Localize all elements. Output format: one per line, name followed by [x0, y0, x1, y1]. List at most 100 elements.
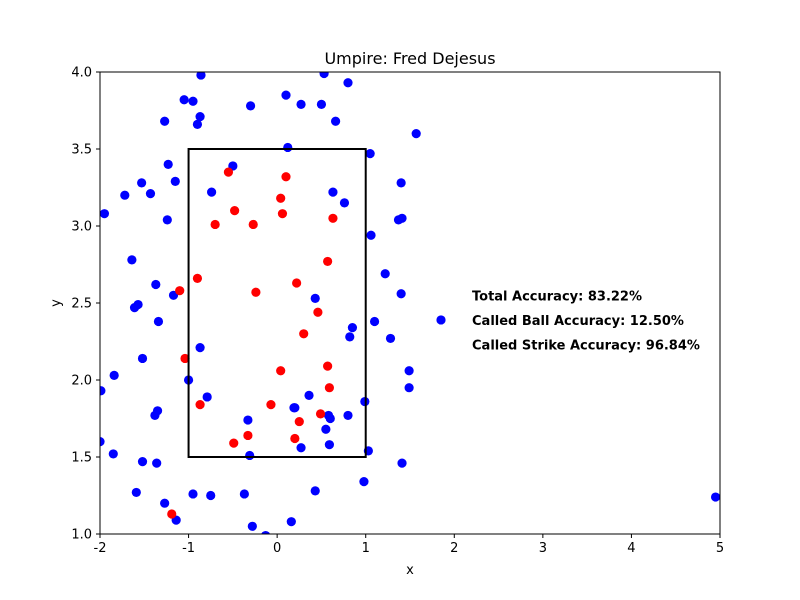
- data-point: [145, 189, 156, 199]
- y-axis-label: y: [49, 299, 64, 307]
- x-tick-label: 3: [539, 541, 547, 556]
- data-point: [325, 413, 335, 424]
- data-point: [100, 386, 106, 396]
- data-point: [120, 190, 130, 200]
- chart-title: Umpire: Fred Dejesus: [324, 49, 495, 68]
- data-point: [163, 159, 173, 169]
- data-points: [100, 72, 720, 534]
- data-point: [276, 193, 286, 203]
- data-point: [196, 72, 206, 80]
- data-point: [396, 289, 406, 299]
- data-point: [100, 437, 105, 447]
- data-point: [179, 95, 189, 105]
- data-point: [339, 198, 350, 208]
- data-point: [397, 213, 407, 223]
- y-tick-label: 4.0: [71, 66, 92, 81]
- data-point: [385, 333, 396, 344]
- data-point: [243, 415, 253, 425]
- accuracy-annotation: Total Accuracy: 83.22%: [472, 289, 642, 304]
- x-tick-label: 1: [362, 541, 370, 556]
- data-point: [404, 366, 414, 376]
- data-point: [319, 72, 329, 79]
- data-point: [366, 230, 376, 240]
- accuracy-annotation: Called Ball Accuracy: 12.50%: [472, 314, 684, 329]
- accuracy-annotation: Called Strike Accuracy: 96.84%: [472, 339, 700, 354]
- data-point: [192, 273, 203, 283]
- data-point: [192, 119, 203, 129]
- data-point: [277, 209, 288, 219]
- data-point: [137, 353, 148, 364]
- data-point: [229, 438, 239, 448]
- data-point: [296, 443, 306, 453]
- data-point: [151, 279, 161, 290]
- data-point: [289, 403, 299, 413]
- data-point: [323, 361, 333, 371]
- x-tick-label: 4: [627, 541, 635, 556]
- data-point: [261, 530, 270, 534]
- data-point: [247, 521, 257, 531]
- x-tick-label: 5: [716, 541, 724, 556]
- data-point: [316, 99, 327, 109]
- data-point: [436, 315, 446, 325]
- data-point: [195, 112, 205, 122]
- data-point: [404, 383, 414, 393]
- data-point: [133, 299, 143, 310]
- data-point: [397, 458, 407, 468]
- data-point: [137, 457, 148, 467]
- data-point: [321, 424, 331, 434]
- data-point: [243, 430, 253, 441]
- y-tick-label: 1.0: [71, 528, 92, 543]
- x-tick-label: 0: [273, 541, 281, 556]
- data-point: [328, 213, 338, 223]
- data-point: [343, 410, 353, 421]
- data-point: [230, 206, 240, 216]
- data-point: [210, 219, 220, 230]
- data-point: [296, 99, 306, 109]
- data-point: [380, 269, 390, 279]
- data-point: [206, 490, 216, 501]
- data-point: [331, 116, 341, 126]
- data-point: [108, 449, 118, 459]
- y-tick-label: 2.0: [71, 374, 92, 389]
- data-point: [100, 209, 110, 219]
- data-point: [153, 316, 164, 327]
- y-tick-label: 2.5: [71, 297, 92, 312]
- data-point: [188, 96, 198, 106]
- data-point: [290, 433, 300, 444]
- data-point: [195, 343, 205, 353]
- data-point: [162, 215, 172, 225]
- data-point: [175, 286, 185, 296]
- data-point: [266, 400, 276, 410]
- data-point: [239, 489, 249, 499]
- data-point: [292, 278, 302, 288]
- data-point: [251, 287, 261, 297]
- data-point: [188, 489, 198, 499]
- data-point: [281, 90, 291, 100]
- strike-zone-rect: [187, 148, 367, 458]
- data-point: [170, 176, 180, 186]
- axes: -2 -1 0 1 2 3 4 5 1.0 1.5 2.0 2.5 3.0 3.5 4.0: [71, 66, 724, 557]
- data-point: [347, 323, 358, 333]
- data-point: [202, 392, 212, 402]
- data-point: [223, 167, 234, 177]
- data-point: [152, 458, 162, 468]
- data-point: [396, 178, 406, 188]
- data-point: [294, 416, 304, 427]
- data-point: [160, 116, 170, 126]
- data-point: [313, 307, 323, 317]
- data-point: [152, 406, 163, 416]
- data-point: [324, 440, 334, 450]
- data-point: [315, 409, 326, 419]
- data-point: [137, 178, 147, 188]
- data-point: [343, 78, 353, 88]
- x-tick-label: -2: [94, 541, 107, 556]
- data-point: [710, 492, 720, 502]
- data-point: [109, 370, 119, 380]
- data-point: [180, 353, 190, 364]
- data-point: [324, 383, 334, 393]
- x-axis-label: x: [406, 563, 414, 578]
- data-point: [207, 187, 217, 197]
- data-point: [195, 400, 205, 410]
- y-tick-label: 3.0: [71, 220, 92, 235]
